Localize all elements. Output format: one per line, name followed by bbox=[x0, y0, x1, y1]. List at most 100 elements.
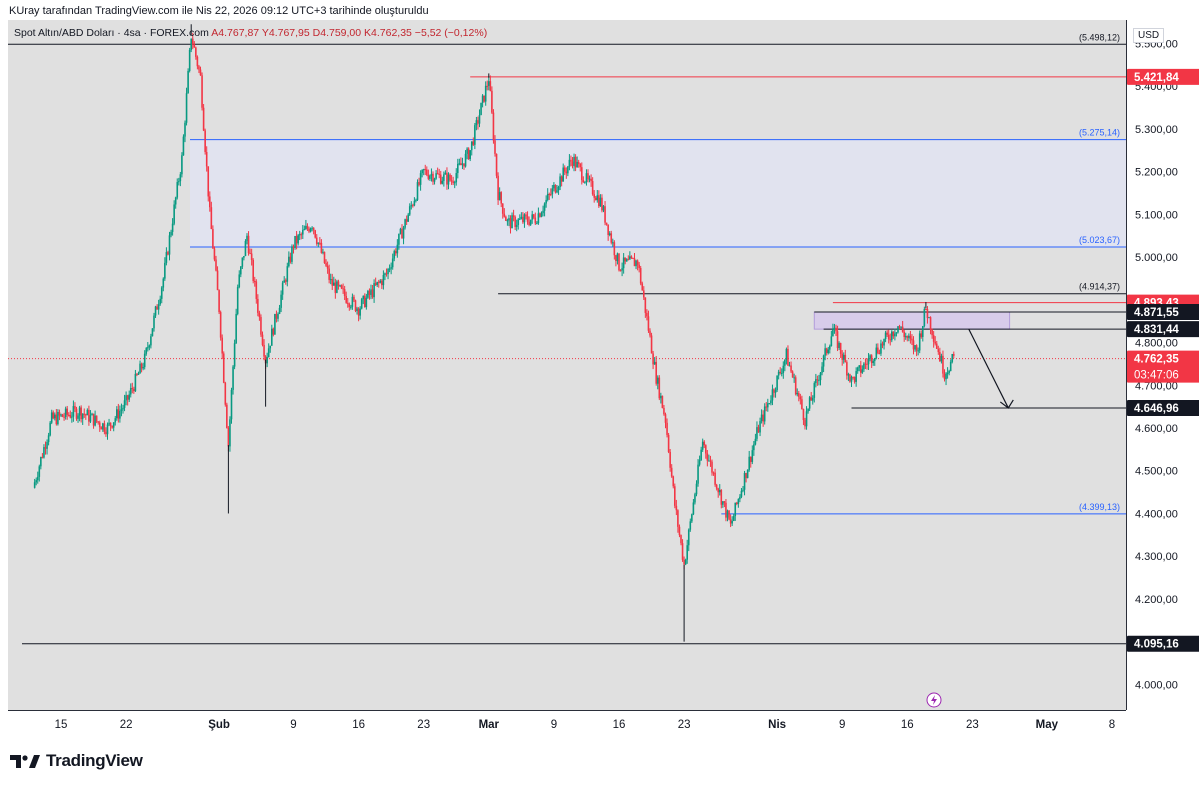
candle-7 bbox=[44, 441, 47, 455]
candle-280 bbox=[467, 147, 470, 160]
candle-155 bbox=[274, 313, 276, 335]
candle-354 bbox=[582, 176, 585, 183]
candle-350 bbox=[576, 156, 578, 168]
price-axis[interactable]: 4.000,004.100,004.200,004.300,004.400,00… bbox=[1126, 20, 1199, 710]
tradingview-logo[interactable]: TradingView bbox=[10, 751, 143, 771]
candle-327 bbox=[540, 211, 543, 218]
candle-532 bbox=[858, 365, 861, 372]
candle-424 bbox=[691, 513, 693, 524]
candle-358 bbox=[588, 175, 591, 183]
candle-252 bbox=[424, 164, 427, 176]
candle-256 bbox=[430, 168, 433, 182]
candle-97 bbox=[184, 120, 186, 143]
candle-343 bbox=[565, 167, 568, 179]
candle-210 bbox=[359, 306, 361, 320]
candle-494 bbox=[799, 393, 802, 405]
candle-348 bbox=[573, 153, 575, 172]
candle-190 bbox=[328, 264, 330, 284]
candle-430 bbox=[700, 446, 702, 461]
candle-121 bbox=[221, 334, 223, 360]
candle-237 bbox=[401, 224, 403, 239]
candle-235 bbox=[398, 233, 400, 250]
candle-297 bbox=[494, 135, 496, 157]
candle-197 bbox=[339, 284, 341, 287]
candle-199 bbox=[342, 283, 344, 294]
currency-button[interactable]: USD bbox=[1133, 28, 1165, 43]
candle-484 bbox=[784, 359, 786, 372]
candle-462 bbox=[749, 456, 752, 468]
candle-519 bbox=[838, 341, 840, 351]
candle-587 bbox=[943, 369, 946, 382]
candle-426 bbox=[694, 492, 696, 505]
candle-67 bbox=[137, 371, 140, 376]
candle-313 bbox=[519, 214, 521, 221]
candle-217 bbox=[370, 284, 372, 300]
candle-307 bbox=[509, 215, 512, 234]
candle-384 bbox=[629, 251, 631, 260]
candle-577 bbox=[928, 316, 930, 319]
candle-421 bbox=[686, 539, 688, 564]
candle-397 bbox=[649, 328, 651, 338]
candle-105 bbox=[196, 55, 199, 70]
candle-152 bbox=[269, 345, 272, 353]
candle-518 bbox=[836, 325, 839, 352]
candle-288 bbox=[480, 102, 482, 116]
candle-262 bbox=[439, 170, 442, 185]
candle-414 bbox=[675, 499, 678, 516]
candle-80 bbox=[157, 299, 160, 315]
candle-269 bbox=[450, 175, 453, 185]
candle-61 bbox=[128, 390, 130, 403]
candle-547 bbox=[881, 341, 884, 349]
candle-2 bbox=[36, 471, 39, 484]
candle-564 bbox=[908, 333, 910, 342]
candle-162 bbox=[284, 278, 287, 285]
candle-286 bbox=[477, 116, 479, 130]
chart-area[interactable]: (5.498,12) (5.275,14) (5.023,67) (4.914,37)… bbox=[8, 20, 1126, 710]
time-tick-15: 8 bbox=[1109, 719, 1115, 731]
candle-546 bbox=[880, 339, 882, 356]
candle-123 bbox=[224, 381, 227, 407]
candle-578 bbox=[929, 316, 932, 335]
candle-134 bbox=[241, 257, 244, 270]
candle-508 bbox=[821, 362, 823, 376]
candle-446 bbox=[725, 498, 727, 522]
price-tick-3: 4.300,00 bbox=[1135, 551, 1178, 563]
candle-104 bbox=[195, 46, 197, 60]
candle-226 bbox=[384, 272, 386, 281]
candle-187 bbox=[323, 251, 326, 264]
candle-246 bbox=[415, 198, 417, 203]
candle-143 bbox=[255, 279, 258, 304]
price-tick-2: 4.200,00 bbox=[1135, 594, 1178, 606]
level-label-3: (5.023,67) bbox=[1079, 235, 1120, 245]
candle-472 bbox=[765, 401, 768, 412]
candle-1 bbox=[35, 477, 37, 486]
candle-376 bbox=[616, 252, 619, 265]
candle-344 bbox=[567, 165, 569, 177]
candle-160 bbox=[281, 280, 284, 300]
candle-415 bbox=[677, 509, 679, 533]
candle-385 bbox=[630, 255, 633, 259]
candle-175 bbox=[305, 219, 307, 230]
candle-435 bbox=[708, 454, 710, 462]
candle-76 bbox=[151, 328, 154, 337]
candle-463 bbox=[751, 445, 754, 465]
candle-471 bbox=[763, 403, 766, 425]
candle-418 bbox=[681, 539, 684, 562]
ohlc-values: A4.767,87 Y4.767,95 D4.759,00 K4.762,35 … bbox=[211, 27, 488, 39]
candle-102 bbox=[191, 32, 194, 50]
candle-238 bbox=[402, 225, 405, 245]
candle-531 bbox=[856, 366, 859, 374]
candle-442 bbox=[718, 484, 721, 496]
price-tick-11: 5.100,00 bbox=[1135, 209, 1178, 221]
candle-251 bbox=[422, 168, 425, 176]
candle-409 bbox=[667, 432, 670, 454]
time-axis[interactable]: 15 22 Şub 9 16 23 Mar 9 16 23 Nis 9 16 23 May 8 bbox=[8, 710, 1126, 739]
candle-425 bbox=[692, 498, 695, 516]
candle-136 bbox=[244, 239, 247, 257]
time-tick-4: 16 bbox=[352, 719, 365, 731]
candle-331 bbox=[546, 188, 549, 202]
candle-118 bbox=[216, 266, 219, 291]
candle-490 bbox=[793, 373, 795, 383]
candle-60 bbox=[126, 394, 129, 406]
symbol-name[interactable]: Spot Altın/ABD Doları · 4sa · FOREX.com bbox=[14, 27, 209, 39]
